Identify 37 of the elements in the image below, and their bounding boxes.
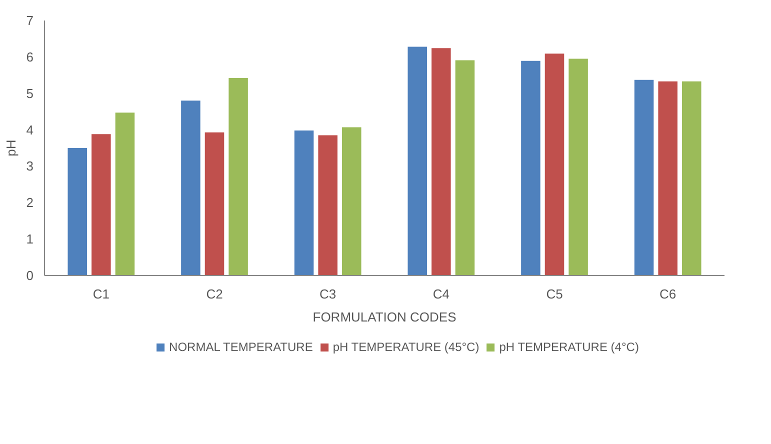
y-tick-label: 3	[26, 158, 34, 174]
bar	[432, 48, 451, 276]
legend-label: NORMAL TEMPERATURE	[169, 340, 313, 354]
bar	[521, 60, 540, 276]
y-tick-label: 5	[26, 86, 34, 101]
y-tick-label: 6	[26, 49, 34, 64]
x-tick-label: C1	[92, 286, 110, 302]
y-tick-label: 7	[26, 13, 34, 28]
x-tick-label: C2	[206, 286, 223, 302]
y-axis-title: pH	[3, 140, 18, 156]
x-axis-title: FORMULATION CODES	[312, 310, 457, 324]
y-tick-label: 0	[26, 268, 34, 283]
bar	[68, 148, 87, 276]
legend-label: pH TEMPERATURE (4°C)	[499, 340, 639, 354]
x-tick-label: C5	[546, 286, 563, 302]
y-tick-label: 2	[26, 195, 34, 210]
bar	[294, 130, 314, 276]
bar	[568, 58, 588, 276]
bar	[634, 80, 654, 276]
bar	[455, 60, 475, 276]
y-tick-label: 4	[26, 122, 34, 138]
y-tick-label: 1	[26, 232, 34, 247]
bar	[181, 100, 200, 276]
x-tick-label: C3	[320, 286, 336, 302]
bar	[318, 135, 338, 276]
bar	[544, 54, 564, 276]
bar	[342, 127, 362, 276]
bar	[408, 46, 427, 276]
bar	[658, 81, 678, 276]
bar	[228, 78, 248, 276]
bar	[92, 134, 111, 276]
bar	[682, 81, 702, 276]
bar	[204, 132, 224, 276]
bar	[115, 112, 135, 276]
legend-label: pH TEMPERATURE (45°C)	[332, 340, 480, 354]
x-tick-label: C6	[660, 286, 676, 302]
x-tick-label: C4	[432, 286, 450, 302]
